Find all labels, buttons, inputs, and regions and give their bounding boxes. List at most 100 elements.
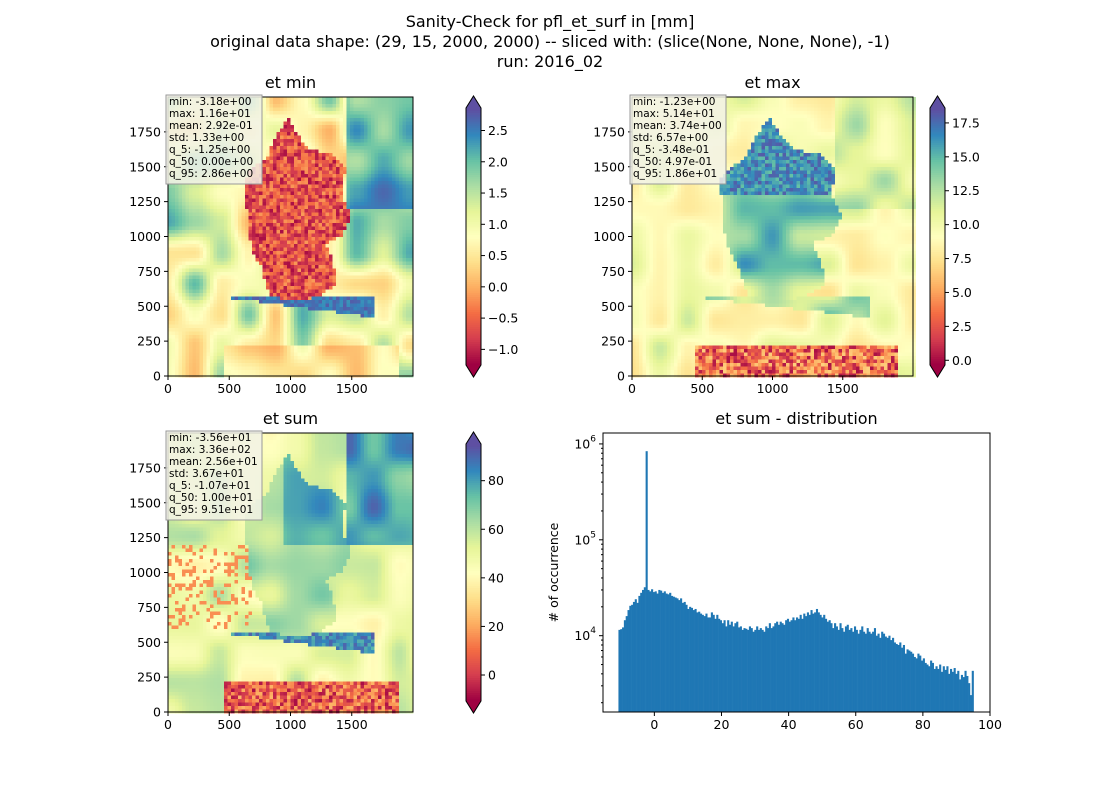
histogram-bar [710,612,713,712]
histogram-bar [911,653,915,712]
colorbar-band [930,193,945,197]
colorbar-band [466,572,481,576]
colorbar-tick-label: 0 [488,668,496,683]
histogram-bar [893,642,896,712]
colorbar-band [466,604,481,608]
colorbar-band [930,324,945,328]
histogram-bar [665,593,668,712]
histogram-bar [794,620,797,712]
colorbar-band [466,656,481,659]
colorbar-band [930,202,945,205]
colorbar-band [466,606,481,610]
histogram-bar [658,589,661,712]
colorbar-band [466,234,481,238]
colorbar-band [466,167,481,171]
colorbar-band [466,662,481,666]
histogram-bar [781,623,784,712]
histogram-bar [770,628,773,712]
colorbar-band [466,473,481,477]
colorbar-band [466,277,481,280]
histogram-bar [623,620,626,712]
colorbar-band [930,163,945,167]
colorbar-band [466,679,481,683]
colorbar-band [466,619,481,623]
histogram-bar [901,647,904,712]
histogram-bar [694,608,697,712]
histogram-bar [824,618,828,712]
colorbar-band [466,180,481,184]
colorbar-band [466,191,481,195]
colorbar-band [930,172,945,175]
histogram-bar [696,612,699,712]
histogram-bar [719,620,723,712]
colorbar-band [466,593,481,597]
colorbar-band [930,161,945,165]
histogram-bar [841,628,844,712]
colorbar-band [930,275,945,278]
colorbar-band [930,140,945,143]
colorbar: −1.0 −0.5 0.0 0.5 1.0 1.5 2.0 2.5 [465,95,518,378]
colorbar-band [466,279,481,283]
colorbar-band [930,347,945,351]
colorbar-tick-label: −1.0 [488,342,518,357]
histogram-bar [670,595,674,712]
colorbar-extend-min [466,365,481,377]
colorbar-band [930,120,945,124]
colorbar-band [466,491,481,494]
colorbar-band [466,568,481,571]
colorbar-band [930,285,945,289]
heatmap-panel-1: 0 500 1000 1500 0 250 500 750 1000 1250 1500 1750 et… [129,73,518,396]
histogram-bar [703,616,706,712]
colorbar-band [930,328,945,332]
colorbar-tick-label: −0.5 [488,311,518,326]
histogram-bar [931,662,934,712]
histogram-bar [652,592,655,712]
colorbar-band [466,557,481,561]
colorbar-band [466,645,481,649]
colorbar-band [466,499,481,503]
y-tick-label: 500 [601,299,625,314]
histogram-bar [660,590,663,712]
histogram-bar [859,629,862,712]
colorbar-band [466,634,481,638]
histogram-bar [873,628,877,712]
colorbar-band [930,287,945,291]
colorbar-band [930,227,945,231]
histogram-bar [935,666,938,712]
histogram-bar [966,675,969,712]
histogram-bar [823,614,826,712]
colorbar-band [930,245,945,248]
histogram-bar [618,629,621,712]
axes-title: et sum - distribution [715,409,877,428]
colorbar-band [466,354,481,358]
colorbar-band [930,210,945,214]
x-tick-label: 1000 [275,717,307,732]
y-tick-label: 105 [574,530,596,547]
histogram-bar [640,592,643,712]
colorbar-band [930,129,945,133]
colorbar-band [466,529,481,533]
colorbar-band [466,122,481,126]
colorbar-band [466,641,481,644]
histogram-bar [843,631,846,712]
histogram-bar [672,596,675,712]
histogram-bar [656,593,659,712]
colorbar-band [930,234,945,238]
colorbar-band [466,255,481,259]
histogram-bar [971,670,974,712]
colorbar-band [466,587,481,591]
colorbar-band [930,240,945,244]
colorbar-band [466,570,481,574]
y-tick-label: 1000 [129,229,161,244]
stats-line: min: -1.23e+00 [633,96,715,108]
histogram-bar [832,628,835,712]
x-tick-label: 0 [628,381,636,396]
histogram-bar [928,666,931,712]
colorbar-band [466,585,481,589]
colorbar-band [466,127,481,131]
histogram-bar [902,644,906,712]
histogram-bar [830,623,833,712]
histogram-bar [828,620,831,712]
colorbar-band [930,114,945,118]
colorbar-band [930,118,945,122]
